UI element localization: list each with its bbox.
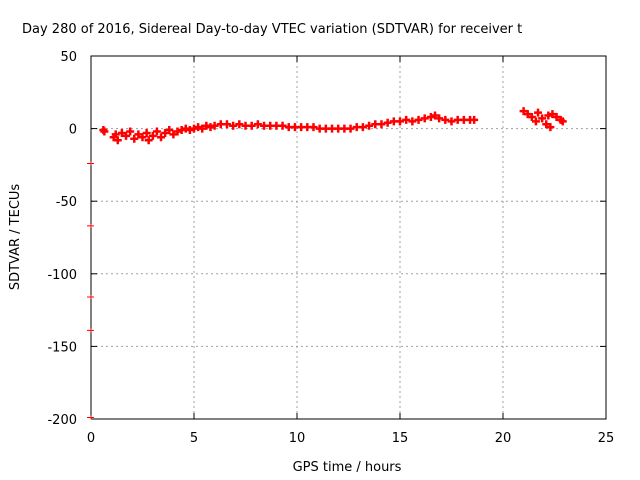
edge-mark [87, 295, 94, 300]
data-points [99, 107, 567, 145]
y-axis-label: SDTVAR / TECUs [8, 184, 23, 291]
edge-marks [87, 161, 94, 420]
data-point [546, 123, 555, 132]
data-point [414, 115, 423, 124]
data-point [142, 128, 151, 137]
x-axis: 0 5 10 15 20 25 [87, 56, 614, 446]
data-point [408, 117, 417, 126]
edge-mark [87, 415, 94, 420]
data-point [144, 136, 153, 145]
data-point [558, 117, 567, 126]
y-axis: -200 -150 -100 -50 0 50 [47, 50, 606, 428]
y-tick-label: 50 [60, 50, 77, 65]
data-point [542, 120, 551, 129]
data-point [117, 128, 126, 137]
data-point [402, 115, 411, 124]
data-point [358, 123, 367, 132]
y-tick-label: -200 [47, 413, 77, 428]
data-point [548, 110, 557, 119]
data-point [100, 127, 109, 136]
data-point [420, 114, 429, 123]
data-point [552, 112, 561, 121]
data-point [544, 111, 553, 120]
data-point [247, 121, 256, 130]
data-point [181, 124, 190, 133]
data-point [190, 124, 198, 133]
data-point [222, 120, 231, 129]
data-point [365, 121, 374, 130]
x-tick-label: 5 [190, 431, 198, 446]
data-point [126, 127, 135, 136]
x-tick-label: 25 [598, 431, 615, 446]
x-tick-label: 15 [392, 431, 409, 446]
data-point [210, 121, 219, 130]
data-point [346, 124, 355, 133]
data-point [161, 128, 170, 137]
y-tick-label: -150 [47, 340, 77, 355]
data-point [523, 110, 532, 119]
data-point [383, 118, 392, 127]
data-point [138, 133, 147, 142]
data-point [134, 130, 143, 139]
y-tick-label: -50 [56, 195, 77, 210]
data-point [202, 121, 211, 130]
edge-mark [87, 161, 94, 166]
data-point [435, 114, 444, 123]
data-point [206, 123, 215, 132]
chart-title: Day 280 of 2016, Sidereal Day-to-day VTE… [22, 22, 522, 37]
data-point [441, 115, 450, 124]
x-axis-label: GPS time / hours [293, 460, 402, 475]
data-point [519, 107, 528, 116]
data-point [447, 117, 456, 126]
data-point [470, 115, 479, 124]
x-tick-label: 20 [495, 431, 512, 446]
data-point [177, 126, 186, 135]
x-tick-label: 10 [289, 431, 306, 446]
y-tick-label: 0 [69, 123, 77, 138]
data-point [194, 123, 203, 132]
data-point [169, 130, 178, 139]
data-point [253, 120, 262, 129]
data-point [229, 121, 238, 130]
data-point [527, 112, 536, 121]
plot-frame [90, 55, 607, 420]
data-point [426, 112, 435, 121]
data-point [309, 123, 318, 132]
data-point [111, 130, 120, 139]
data-point [431, 111, 440, 120]
data-point [396, 117, 404, 126]
data-point [235, 120, 244, 129]
data-point [185, 126, 194, 135]
edge-mark [87, 223, 94, 228]
y-tick-label: -100 [47, 268, 77, 283]
x-tick-label: 0 [87, 431, 95, 446]
data-point [198, 124, 207, 133]
data-point [157, 133, 166, 142]
data-point [531, 117, 540, 126]
data-point [122, 131, 131, 140]
data-point [173, 127, 182, 136]
data-point [148, 131, 157, 140]
data-point [534, 108, 543, 117]
data-point [113, 136, 122, 145]
data-point [278, 121, 287, 130]
data-point [538, 114, 547, 123]
data-point [165, 126, 174, 135]
data-point [130, 134, 139, 143]
data-point [377, 120, 386, 129]
data-point [152, 127, 161, 136]
edge-mark [87, 328, 94, 333]
